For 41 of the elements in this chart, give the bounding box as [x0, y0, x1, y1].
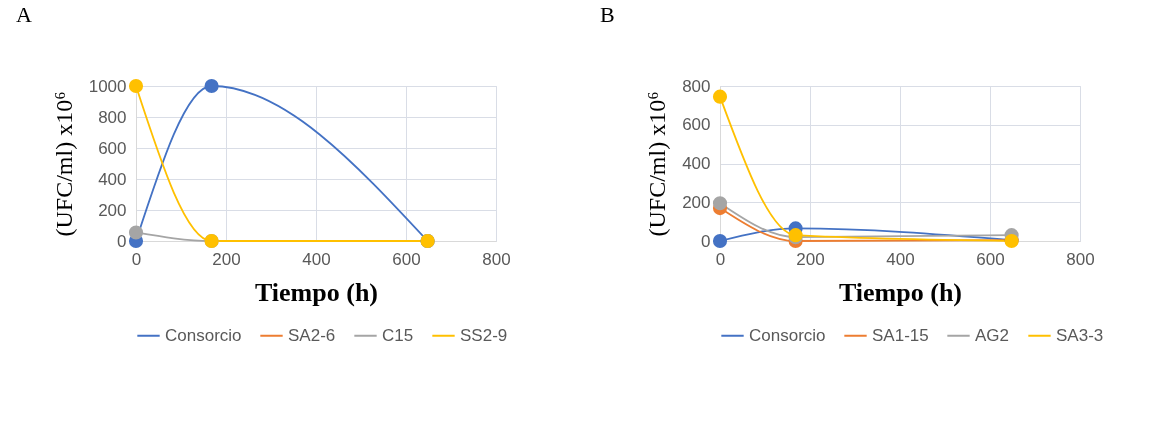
- y-tick-label: 400: [98, 169, 127, 189]
- point: [712, 233, 728, 249]
- y-axis-title: (UFC/ml) x10⁶: [50, 91, 77, 237]
- legend-label: C15: [382, 325, 414, 345]
- x-axis-title: Tiempo (h): [838, 277, 963, 307]
- y-tick-label: 200: [682, 192, 711, 212]
- y-tick-label: 600: [682, 115, 711, 135]
- x-tick-label: 200: [212, 249, 241, 269]
- y-tick-label: 400: [682, 154, 711, 173]
- point: [128, 78, 144, 94]
- point: [204, 78, 219, 94]
- legend-label: SA1-15: [872, 325, 929, 345]
- legend-label: Consorcio: [749, 325, 826, 345]
- x-tick-label: 0: [715, 249, 726, 269]
- y-tick-label: 200: [98, 200, 127, 220]
- y-tick-label: 600: [98, 138, 127, 158]
- x-tick-label: 600: [392, 249, 421, 269]
- legend-label: Consorcio: [165, 325, 242, 345]
- legend-label: SA2-6: [288, 325, 336, 345]
- x-tick-label: 600: [976, 249, 1005, 269]
- x-axis-title: Tiempo (h): [254, 277, 379, 307]
- y-tick-label: 0: [701, 231, 711, 251]
- chart-title: B: [600, 2, 615, 27]
- x-tick-label: 800: [1066, 249, 1095, 269]
- y-tick-label: 1000: [88, 76, 127, 96]
- x-tick-label: 400: [886, 249, 915, 269]
- x-tick-label: 200: [796, 249, 825, 269]
- point: [712, 196, 728, 211]
- x-tick-label: 0: [131, 249, 142, 269]
- legend-label: SA3-3: [1056, 325, 1104, 345]
- x-tick-label: 800: [482, 249, 511, 269]
- legend-label: SS2-9: [460, 325, 508, 345]
- legend-label: AG2: [975, 325, 1010, 345]
- y-tick-label: 0: [117, 231, 127, 251]
- chart-title: A: [16, 2, 32, 27]
- y-tick-label: 800: [682, 76, 711, 96]
- point: [712, 89, 728, 104]
- x-tick-label: 400: [302, 249, 331, 269]
- point: [128, 225, 144, 240]
- y-tick-label: 800: [98, 107, 127, 127]
- y-axis-title: (UFC/ml) x10⁶: [644, 91, 671, 237]
